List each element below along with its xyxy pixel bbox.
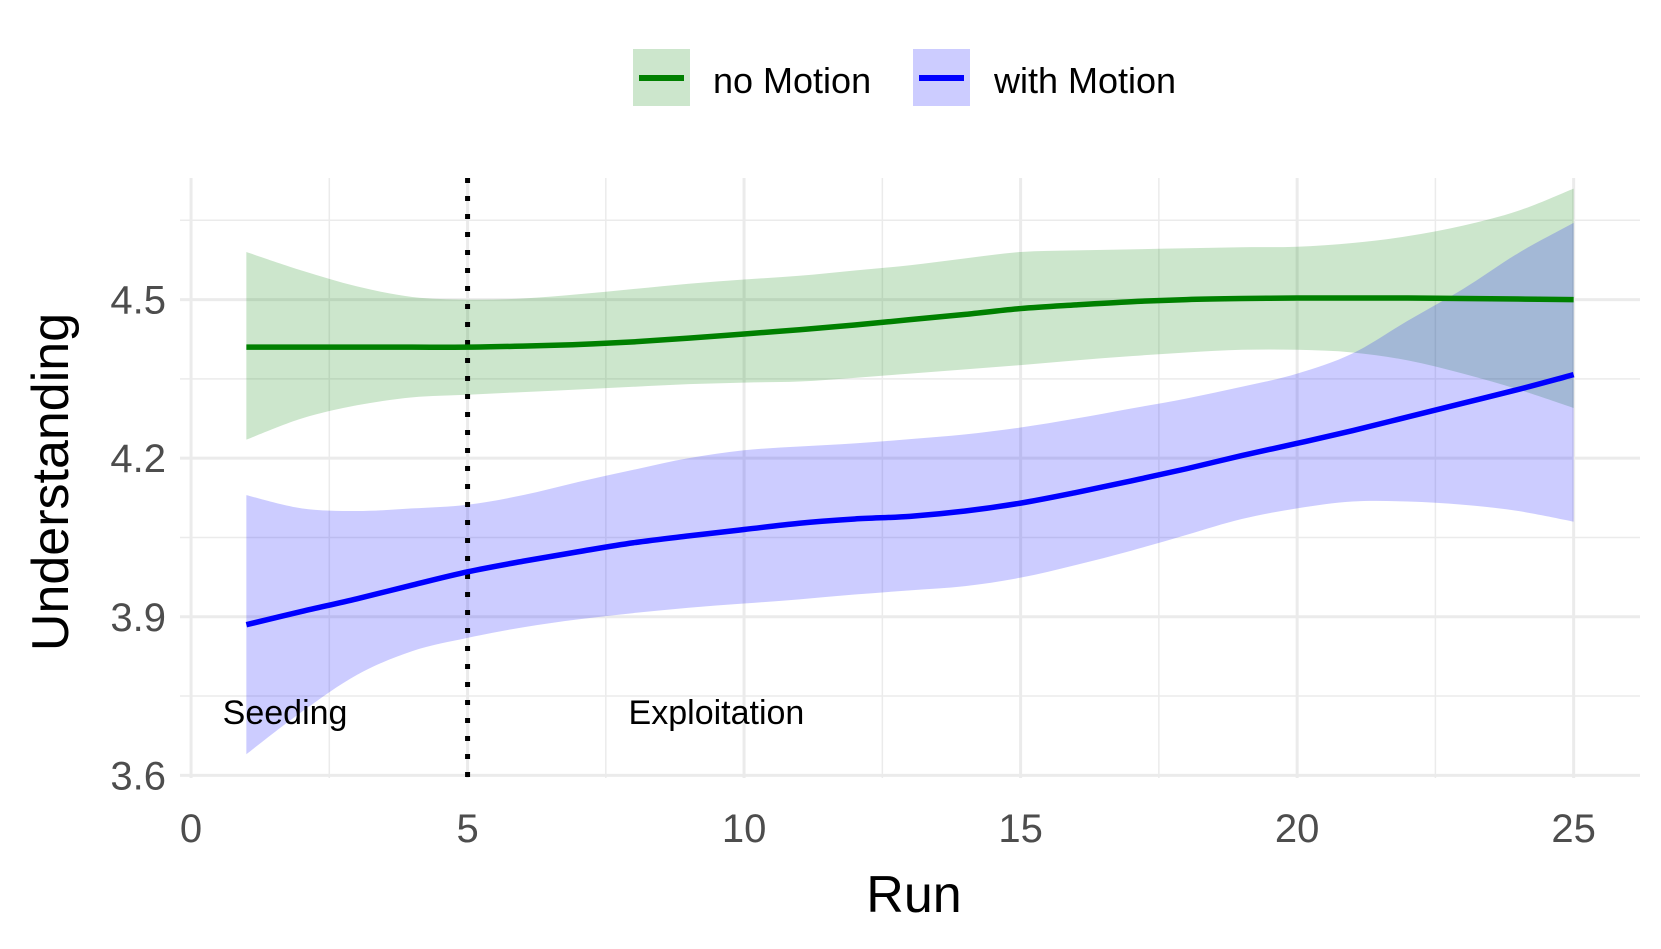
phase-annotations: Seeding Exploitation [223, 694, 805, 732]
x-tick-label: 15 [998, 807, 1043, 851]
legend: no Motion with Motion [633, 49, 1176, 106]
x-axis-title: Run [866, 866, 961, 924]
y-tick-label: 4.5 [110, 279, 166, 323]
y-tick-label: 3.9 [110, 596, 166, 640]
x-tick-label: 20 [1275, 807, 1320, 851]
y-tick-label: 4.2 [110, 437, 166, 481]
annotation-exploitation: Exploitation [629, 694, 805, 732]
tick-labels: 0 5 10 15 20 25 3.6 3.9 4.2 4.5 [110, 279, 1595, 851]
confidence-band-no-motion [246, 188, 1574, 440]
annotation-seeding: Seeding [223, 694, 348, 732]
x-tick-label: 10 [722, 807, 767, 851]
legend-item-with-motion: with Motion [913, 49, 1176, 106]
series-line-with-motion [245, 371, 1575, 628]
confidence-bands [246, 188, 1574, 755]
y-tick-label: 3.6 [110, 754, 166, 798]
legend-label-with-motion: with Motion [993, 60, 1176, 101]
y-axis-title: Understanding [22, 313, 80, 651]
x-tick-label: 0 [180, 807, 202, 851]
x-tick-label: 5 [456, 807, 478, 851]
x-tick-label: 25 [1551, 807, 1596, 851]
confidence-band-with-motion [246, 222, 1574, 755]
grid-lines [180, 178, 1640, 778]
series-lines [245, 295, 1575, 628]
legend-label-no-motion: no Motion [713, 60, 871, 101]
legend-item-no-motion: no Motion [633, 49, 871, 106]
series-line-no-motion [246, 295, 1574, 350]
